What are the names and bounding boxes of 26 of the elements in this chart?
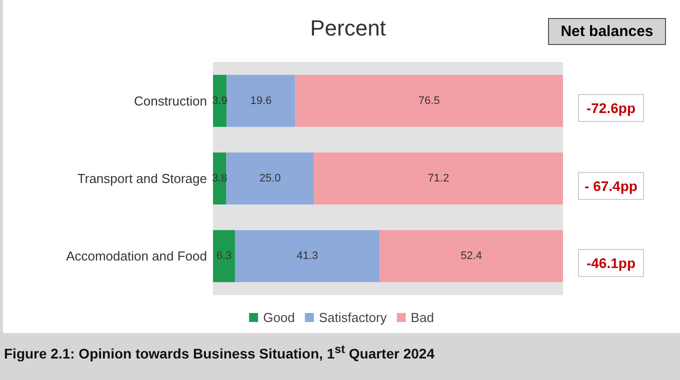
data-label: 19.6 (250, 94, 272, 107)
caption: Figure 2.1: Opinion towards Business Situation, 1$^{st}$ Quarter 2024 (4, 343, 434, 362)
bar (235, 230, 380, 282)
y-tick-label: Accomodation and Food (66, 248, 207, 264)
text: -72.6pp (578, 94, 644, 122)
bar (380, 230, 563, 282)
data-label: 71.2 (428, 172, 450, 184)
bar (213, 230, 236, 282)
bar (226, 74, 296, 127)
bar (314, 152, 563, 204)
legend-label: Good (263, 310, 295, 325)
chart-title: Percent (310, 16, 386, 40)
bar (226, 152, 314, 204)
y-tick-label: Transport and Storage (77, 171, 207, 186)
bar (295, 74, 563, 127)
data-label: 52.4 (460, 250, 482, 262)
data-label: 76.5 (418, 94, 440, 107)
data-label: 25.0 (259, 172, 281, 184)
legend-label: Bad (410, 310, 434, 325)
text: Net balances (548, 18, 666, 45)
text: - 67.4pp (578, 172, 644, 200)
data-label: 6.3 (216, 250, 232, 262)
legend-label: Satisfactory (318, 310, 388, 325)
y-tick-label: Construction (134, 93, 207, 108)
data-label: 41.3 (296, 250, 318, 262)
text: -46.1pp (578, 249, 644, 278)
